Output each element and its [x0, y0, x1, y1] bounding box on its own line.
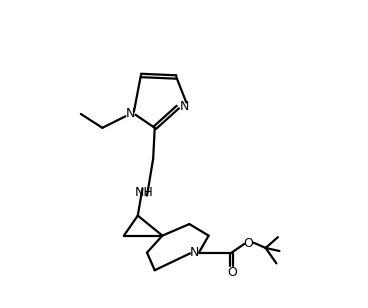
Text: NH: NH: [135, 186, 153, 199]
Text: N: N: [125, 107, 135, 120]
Text: O: O: [244, 237, 254, 250]
Text: N: N: [179, 100, 189, 113]
Text: O: O: [227, 266, 237, 279]
Text: N: N: [190, 246, 199, 259]
